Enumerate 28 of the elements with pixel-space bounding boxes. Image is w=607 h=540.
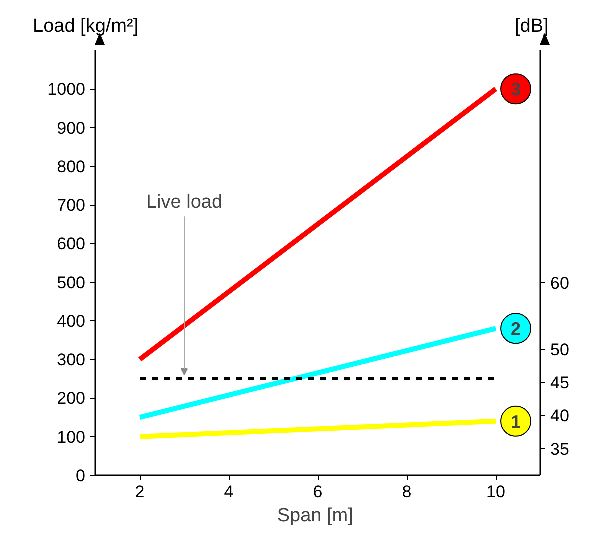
y-tick-label: 600 <box>57 234 86 254</box>
annotation: Live load <box>146 192 223 213</box>
y2-axis-title: [dB] <box>515 15 549 39</box>
y-tick-label: 400 <box>57 312 86 331</box>
y-tick-label: 200 <box>57 389 86 408</box>
x-axis-title: Span [m] <box>277 506 354 526</box>
y2-tick-label: 40 <box>550 406 570 426</box>
x-tick-label: 2 <box>135 482 145 502</box>
y-tick-label: 0 <box>76 466 86 486</box>
x-tick-label: 6 <box>313 482 323 502</box>
x-tick-label: 10 <box>486 482 506 502</box>
y-tick-label: 700 <box>57 196 86 216</box>
series-label: 3 <box>511 80 522 100</box>
x-tick-label: 4 <box>224 482 234 502</box>
series-label: 2 <box>511 319 522 340</box>
y-tick-label: 1000 <box>48 80 86 100</box>
y-axis-title: Load [kg/m²] <box>33 15 139 39</box>
y2-tick-label: 50 <box>550 340 570 360</box>
x-tick-label: 8 <box>402 482 412 502</box>
y2-tick-label: 45 <box>550 374 570 393</box>
y-tick-label: 800 <box>57 157 86 176</box>
series-label: 1 <box>511 412 522 432</box>
y-tick-label: 900 <box>57 118 86 138</box>
y2-tick-label: 35 <box>550 440 570 459</box>
y-tick-label: 300 <box>57 350 86 370</box>
y-tick-label: 500 <box>57 273 86 292</box>
y2-tick-label: 60 <box>550 274 570 293</box>
y-tick-label: 100 <box>57 428 86 447</box>
